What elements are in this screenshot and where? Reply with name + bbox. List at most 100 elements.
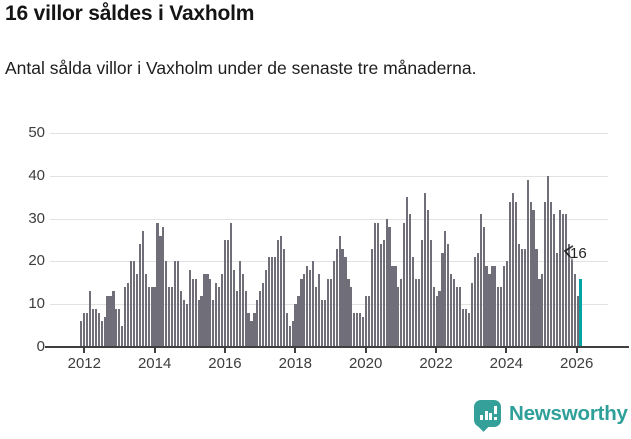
newsworthy-logo[interactable]: Newsworthy bbox=[474, 400, 628, 432]
bar bbox=[370, 248, 374, 347]
bar bbox=[253, 312, 256, 347]
bar bbox=[403, 222, 406, 347]
bar bbox=[209, 278, 212, 347]
bar bbox=[179, 291, 183, 347]
bar bbox=[344, 257, 347, 347]
bar bbox=[127, 282, 130, 347]
x-axis-tick bbox=[575, 347, 578, 353]
bar bbox=[426, 210, 429, 347]
bar bbox=[526, 180, 529, 347]
bar bbox=[417, 278, 421, 347]
bar bbox=[335, 248, 338, 347]
bar bbox=[553, 214, 556, 347]
bar bbox=[212, 299, 215, 347]
bar bbox=[297, 295, 300, 347]
bar bbox=[538, 278, 541, 347]
bar bbox=[508, 201, 512, 347]
bar bbox=[268, 257, 271, 347]
bar bbox=[309, 270, 312, 347]
bar bbox=[185, 304, 188, 347]
latest-value-annotation: 16 bbox=[570, 245, 587, 262]
bar bbox=[391, 265, 394, 347]
bar bbox=[288, 325, 291, 347]
bar bbox=[315, 287, 318, 347]
bar bbox=[456, 287, 459, 347]
bar bbox=[244, 291, 247, 347]
bar bbox=[235, 291, 238, 347]
bar bbox=[514, 201, 517, 347]
bar bbox=[570, 257, 573, 347]
y-axis-label: 10 bbox=[28, 295, 45, 313]
bar bbox=[485, 265, 488, 347]
x-axis-label: 2012 bbox=[67, 355, 101, 372]
bar bbox=[229, 222, 233, 347]
gridline-y20 bbox=[50, 261, 608, 263]
bar bbox=[115, 308, 118, 347]
bar bbox=[567, 244, 570, 347]
bar bbox=[97, 312, 100, 347]
x-axis-label: 2024 bbox=[489, 355, 524, 372]
bar bbox=[176, 261, 180, 347]
bar bbox=[341, 248, 344, 347]
x-axis-tick bbox=[505, 347, 508, 353]
bar bbox=[300, 278, 303, 347]
bar bbox=[218, 287, 221, 347]
bar bbox=[82, 312, 86, 347]
x-axis-label: 2018 bbox=[278, 355, 312, 372]
y-axis-label: 30 bbox=[28, 209, 45, 227]
bar bbox=[494, 265, 497, 347]
x-axis-label: 2016 bbox=[208, 355, 242, 372]
bar bbox=[206, 274, 209, 347]
bar bbox=[259, 291, 262, 347]
bar bbox=[138, 244, 141, 347]
bar bbox=[376, 222, 379, 347]
bar bbox=[112, 291, 115, 347]
bar bbox=[409, 214, 412, 347]
bar bbox=[312, 261, 315, 347]
bar bbox=[476, 252, 479, 347]
bar bbox=[326, 278, 329, 347]
bar bbox=[153, 287, 156, 347]
bar bbox=[197, 299, 200, 347]
bar bbox=[291, 321, 294, 347]
bar bbox=[203, 274, 206, 347]
bar bbox=[121, 325, 124, 347]
bar bbox=[332, 261, 335, 347]
bar bbox=[165, 261, 168, 347]
page-title: 16 villor såldes i Vaxholm bbox=[5, 2, 255, 25]
bar bbox=[171, 287, 174, 347]
bar bbox=[194, 278, 197, 347]
newsworthy-bar-chart-bubble-icon bbox=[474, 400, 501, 432]
bar bbox=[491, 265, 494, 347]
bar bbox=[94, 308, 97, 347]
x-axis-tick bbox=[364, 347, 367, 353]
gridline-y50 bbox=[50, 133, 608, 134]
bar bbox=[561, 214, 565, 347]
bar bbox=[182, 299, 186, 347]
bar bbox=[523, 248, 526, 347]
bar bbox=[473, 257, 476, 347]
bar bbox=[555, 252, 559, 347]
bar bbox=[497, 287, 500, 347]
bar bbox=[544, 201, 547, 347]
bar bbox=[520, 248, 523, 347]
bar bbox=[564, 214, 567, 347]
bar bbox=[215, 282, 218, 347]
bar bbox=[265, 270, 268, 347]
bar bbox=[232, 270, 235, 347]
bar bbox=[103, 317, 106, 347]
gridline-y30 bbox=[50, 218, 608, 220]
bar bbox=[464, 308, 468, 347]
bar bbox=[276, 240, 280, 347]
bar bbox=[461, 308, 465, 347]
bar bbox=[467, 312, 470, 347]
bar bbox=[444, 231, 447, 347]
bar bbox=[85, 312, 89, 347]
bar bbox=[303, 274, 306, 347]
x-axis-label: 2020 bbox=[348, 355, 383, 372]
bar bbox=[347, 278, 350, 347]
bar bbox=[500, 287, 503, 347]
bar bbox=[156, 222, 159, 347]
bar bbox=[438, 291, 441, 347]
